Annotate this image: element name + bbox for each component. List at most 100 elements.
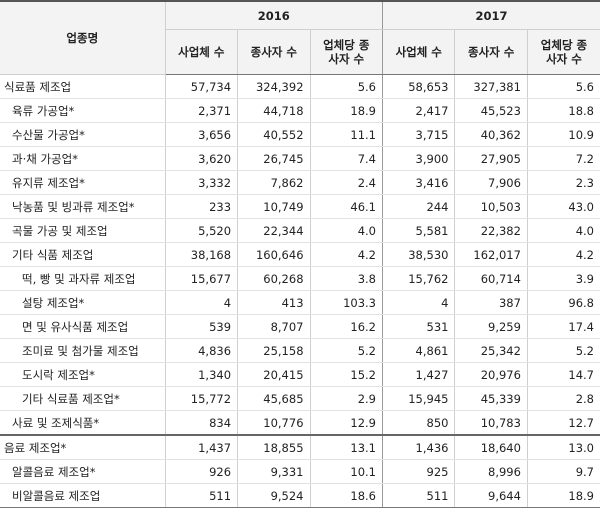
industry-name-cell: 기타 식품 제조업 xyxy=(0,242,166,267)
industry-name-cell: 도시락 제조업* xyxy=(0,362,166,387)
establishments-2016-cell: 926 xyxy=(164,459,238,484)
industry-name-cell: 비알콜음료 제조업 xyxy=(0,483,166,508)
workers-2016-cell: 160,646 xyxy=(237,242,311,267)
establishments-2017-cell: 5,581 xyxy=(381,218,455,243)
establishments-2017-cell: 2,417 xyxy=(381,98,455,123)
table-row: 음료 제조업* 1,437 18,855 13.1 1,436 18,640 13.0 xyxy=(0,434,600,460)
establishments-2016-cell: 3,656 xyxy=(164,122,238,147)
workers-2017-cell: 60,714 xyxy=(454,266,528,291)
table-row: 곡물 가공 및 제조업 5,520 22,344 4.0 5,581 22,382 4.0 xyxy=(0,218,600,243)
workers-2017-cell: 387 xyxy=(454,290,528,315)
workers-2017-cell: 45,339 xyxy=(454,386,528,411)
workers-per-establishment-2016-cell: 16.2 xyxy=(309,314,383,339)
table-row: 사료 및 조제식품* 834 10,776 12.9 850 10,783 12.7 xyxy=(0,410,600,436)
industry-name-cell: 식료품 제조업 xyxy=(0,74,166,99)
workers-2017-cell: 10,783 xyxy=(454,410,528,436)
workers-per-establishment-2017-cell: 9.7 xyxy=(526,459,600,484)
industry-name-cell: 알콜음료 제조업* xyxy=(0,459,166,484)
establishments-2016-cell: 1,437 xyxy=(164,434,238,460)
workers-2017-cell: 9,644 xyxy=(454,483,528,508)
col-header-workers-2017: 종사자 수 xyxy=(454,29,528,75)
workers-per-establishment-2017-cell: 14.7 xyxy=(526,362,600,387)
workers-per-establishment-2017-cell: 10.9 xyxy=(526,122,600,147)
establishments-2016-cell: 15,772 xyxy=(164,386,238,411)
workers-per-establishment-2017-cell: 4.0 xyxy=(526,218,600,243)
industry-name-cell: 떡, 빵 및 과자류 제조업 xyxy=(0,266,166,291)
workers-per-establishment-2016-cell: 3.8 xyxy=(309,266,383,291)
establishments-2017-cell: 3,416 xyxy=(381,170,455,195)
workers-per-establishment-2016-cell: 18.6 xyxy=(309,483,383,508)
year-header-2017: 2017 xyxy=(382,0,600,30)
establishments-2017-cell: 58,653 xyxy=(381,74,455,99)
col-header-establishments-2016: 사업체 수 xyxy=(164,29,238,75)
table-row: 비알콜음료 제조업 511 9,524 18.6 511 9,644 18.9 xyxy=(0,483,600,508)
workers-per-establishment-2017-cell: 4.2 xyxy=(526,242,600,267)
workers-2017-cell: 27,905 xyxy=(454,146,528,171)
industry-name-cell: 음료 제조업* xyxy=(0,434,166,460)
workers-2017-cell: 45,523 xyxy=(454,98,528,123)
workers-2016-cell: 25,158 xyxy=(237,338,311,363)
establishments-2016-cell: 3,332 xyxy=(164,170,238,195)
workers-2016-cell: 324,392 xyxy=(237,74,311,99)
workers-per-establishment-2016-cell: 4.0 xyxy=(309,218,383,243)
table-row: 유지류 제조업* 3,332 7,862 2.4 3,416 7,906 2.3 xyxy=(0,170,600,195)
col-header-workers-2016: 종사자 수 xyxy=(237,29,311,75)
workers-2017-cell: 22,382 xyxy=(454,218,528,243)
table-row: 식료품 제조업 57,734 324,392 5.6 58,653 327,381 5.6 xyxy=(0,74,600,99)
industry-name-cell: 유지류 제조업* xyxy=(0,170,166,195)
establishments-2017-cell: 531 xyxy=(381,314,455,339)
workers-per-establishment-2017-cell: 2.8 xyxy=(526,386,600,411)
col-header-establishments-2017: 사업체 수 xyxy=(381,29,455,75)
workers-2016-cell: 9,524 xyxy=(237,483,311,508)
workers-per-establishment-2016-cell: 2.4 xyxy=(309,170,383,195)
table-row: 과·채 가공업* 3,620 26,745 7.4 3,900 27,905 7.2 xyxy=(0,146,600,171)
workers-2017-cell: 20,976 xyxy=(454,362,528,387)
workers-per-establishment-2017-cell: 17.4 xyxy=(526,314,600,339)
establishments-2016-cell: 38,168 xyxy=(164,242,238,267)
establishments-2016-cell: 5,520 xyxy=(164,218,238,243)
establishments-2016-cell: 834 xyxy=(164,410,238,436)
industry-name-cell: 기타 식료품 제조업* xyxy=(0,386,166,411)
workers-per-establishment-2016-cell: 18.9 xyxy=(309,98,383,123)
workers-per-establishment-2017-cell: 18.8 xyxy=(526,98,600,123)
workers-2016-cell: 44,718 xyxy=(237,98,311,123)
industry-name-header: 업종명 xyxy=(0,0,166,75)
establishments-2017-cell: 15,945 xyxy=(381,386,455,411)
establishments-2017-cell: 850 xyxy=(381,410,455,436)
workers-2017-cell: 10,503 xyxy=(454,194,528,219)
establishments-2017-cell: 3,715 xyxy=(381,122,455,147)
workers-2017-cell: 40,362 xyxy=(454,122,528,147)
workers-per-establishment-2017-cell: 5.2 xyxy=(526,338,600,363)
establishments-2017-cell: 925 xyxy=(381,459,455,484)
workers-per-establishment-2017-cell: 5.6 xyxy=(526,74,600,99)
industry-name-cell: 육류 가공업* xyxy=(0,98,166,123)
workers-per-establishment-2016-cell: 5.2 xyxy=(309,338,383,363)
workers-per-establishment-2016-cell: 15.2 xyxy=(309,362,383,387)
table-row: 조미료 및 첨가물 제조업 4,836 25,158 5.2 4,861 25,342 5.… xyxy=(0,338,600,363)
workers-per-establishment-2016-cell: 46.1 xyxy=(309,194,383,219)
workers-2016-cell: 45,685 xyxy=(237,386,311,411)
workers-per-establishment-2016-cell: 5.6 xyxy=(309,74,383,99)
establishments-2016-cell: 3,620 xyxy=(164,146,238,171)
workers-2016-cell: 9,331 xyxy=(237,459,311,484)
industry-name-cell: 설탕 제조업* xyxy=(0,290,166,315)
col-header-workers-per-establishment-2016: 업체당 종 사자 수 xyxy=(309,29,383,75)
workers-2016-cell: 20,415 xyxy=(237,362,311,387)
establishments-2016-cell: 4,836 xyxy=(164,338,238,363)
industry-name-cell: 과·채 가공업* xyxy=(0,146,166,171)
establishments-2017-cell: 15,762 xyxy=(381,266,455,291)
table-row: 설탕 제조업* 4 413 103.3 4 387 96.8 xyxy=(0,290,600,315)
establishments-2016-cell: 4 xyxy=(164,290,238,315)
workers-per-establishment-2017-cell: 7.2 xyxy=(526,146,600,171)
establishments-2017-cell: 4,861 xyxy=(381,338,455,363)
workers-per-establishment-2017-cell: 43.0 xyxy=(526,194,600,219)
workers-2016-cell: 413 xyxy=(237,290,311,315)
industry-name-cell: 사료 및 조제식품* xyxy=(0,410,166,436)
industry-name-cell: 면 및 유사식품 제조업 xyxy=(0,314,166,339)
industry-name-cell: 낙농품 및 빙과류 제조업* xyxy=(0,194,166,219)
table-row: 알콜음료 제조업* 926 9,331 10.1 925 8,996 9.7 xyxy=(0,459,600,484)
workers-2016-cell: 7,862 xyxy=(237,170,311,195)
workers-2016-cell: 8,707 xyxy=(237,314,311,339)
workers-per-establishment-2016-cell: 13.1 xyxy=(309,434,383,460)
industry-name-cell: 곡물 가공 및 제조업 xyxy=(0,218,166,243)
